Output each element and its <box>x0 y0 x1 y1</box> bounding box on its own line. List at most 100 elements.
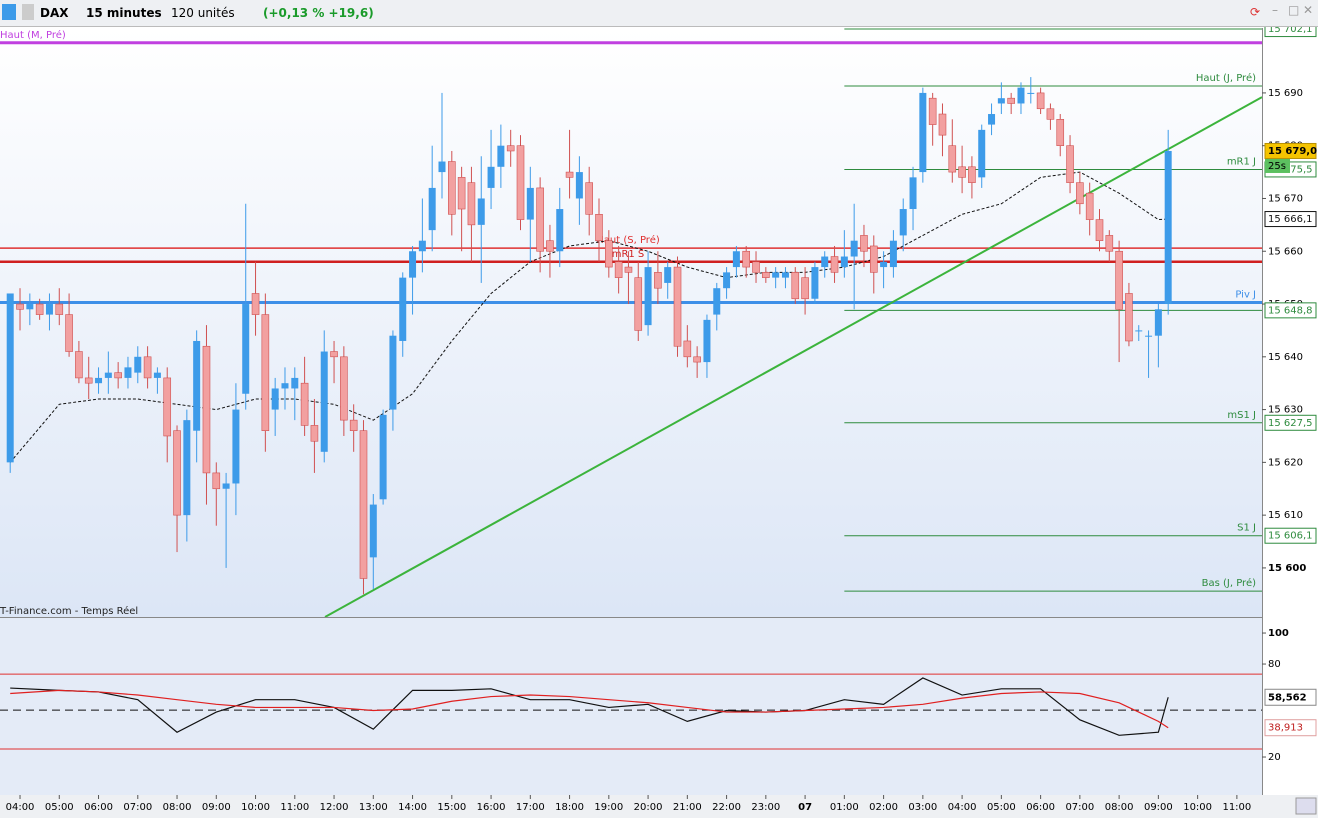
countdown: 25s <box>1268 161 1286 172</box>
x-tick-label: 04:00 <box>948 802 977 813</box>
candle-body <box>958 166 966 178</box>
price-box <box>1264 302 1317 319</box>
x-tick-label: 08:00 <box>1105 802 1134 813</box>
candle-body <box>183 420 191 516</box>
candle-body <box>438 161 446 173</box>
candle-body <box>1105 235 1114 252</box>
candle-body <box>781 272 789 278</box>
level-label: Bas (J, Pré) <box>1202 577 1256 589</box>
candle-body <box>585 182 593 215</box>
candle-body <box>281 383 289 389</box>
x-tick-label: 10:00 <box>241 802 270 813</box>
candle-body <box>232 409 240 484</box>
candle-body <box>899 209 907 236</box>
x-tick-label: 18:00 <box>555 802 584 813</box>
close[interactable]: ✕ <box>1303 3 1314 17</box>
y-tick-label: 15 600 <box>1268 563 1306 574</box>
indicator-bg <box>0 618 1262 795</box>
candle-body <box>389 335 397 410</box>
candle-body <box>840 256 848 268</box>
candle-body <box>928 97 937 125</box>
level-label: mR1 J <box>1227 156 1256 167</box>
candle-body <box>605 240 613 268</box>
x-tick-label: 16:00 <box>477 802 506 813</box>
candle-body <box>1027 92 1035 94</box>
price-box-label: 15 648,8 <box>1268 305 1313 316</box>
candle-body <box>546 240 554 252</box>
candle-body <box>251 293 260 315</box>
candle-body <box>575 172 583 199</box>
y-tick-label: 15 620 <box>1268 457 1303 468</box>
indicator-line <box>10 689 1169 729</box>
candle-body <box>614 261 623 278</box>
candle-body <box>300 382 309 426</box>
x-tick-label: 22:00 <box>712 802 741 813</box>
candle-body <box>173 430 181 516</box>
candle-body <box>95 377 103 384</box>
icon[interactable] <box>2 4 16 20</box>
candle-body <box>703 319 711 363</box>
candle-body <box>654 272 662 289</box>
candle-body <box>880 261 888 268</box>
x-tick-label: 09:00 <box>1144 802 1173 813</box>
watermark: T-Finance.com - Temps Réel <box>0 605 138 617</box>
x-tick-label: 14:00 <box>398 802 427 813</box>
timeframe[interactable]: 15 minutes <box>86 6 162 20</box>
candle-body <box>1046 108 1055 120</box>
candle-body <box>506 145 515 152</box>
candle-body <box>340 356 348 421</box>
candle-body <box>978 129 986 178</box>
y-tick-label: 15 640 <box>1268 352 1303 363</box>
candle-body <box>860 235 868 252</box>
candle-body <box>1056 119 1065 146</box>
indicator-line <box>10 677 1169 736</box>
candle-body <box>752 261 760 273</box>
icon[interactable] <box>22 4 34 20</box>
candle-body <box>526 187 534 220</box>
scroll-button[interactable] <box>1295 797 1317 815</box>
candle-body <box>948 145 957 173</box>
candle-body <box>487 166 495 188</box>
candle-body <box>467 182 476 226</box>
price-box-label: 15 627,5 <box>1268 418 1313 429</box>
candle-body <box>801 277 809 300</box>
candle-body <box>791 272 800 300</box>
minimize[interactable]: – <box>1272 3 1278 17</box>
candle-body <box>153 372 161 378</box>
candle-body <box>349 419 358 431</box>
value-box-label: 38,913 <box>1268 723 1303 734</box>
candle-body <box>938 113 947 136</box>
candle-body <box>271 388 279 410</box>
candle-body <box>713 288 721 315</box>
symbol[interactable]: DAX <box>40 6 69 20</box>
candle-body <box>595 214 603 241</box>
candle-body <box>742 250 751 268</box>
price-box <box>1264 527 1317 544</box>
candle-body <box>772 272 780 278</box>
candle-body <box>114 372 122 379</box>
candle-body <box>143 356 152 379</box>
toolbar: DAX 15 minutes 120 unités (+0,13 % +19,6… <box>0 0 1318 27</box>
price-box-label: 15 675,5 <box>1268 164 1313 175</box>
x-tick-label: 17:00 <box>516 802 545 813</box>
restore[interactable]: □ <box>1288 3 1300 17</box>
refresh[interactable]: ⟳ <box>1250 5 1261 19</box>
candle-body <box>673 266 682 347</box>
candle-body <box>104 372 112 378</box>
candle-body <box>664 267 672 283</box>
candle-body <box>457 177 466 210</box>
candle-body <box>516 145 525 220</box>
price-box <box>1264 414 1317 431</box>
x-tick-label: 11:00 <box>1222 802 1251 813</box>
price-box-label: 15 666,1 <box>1268 214 1313 225</box>
candle-body <box>869 245 878 273</box>
candle-body <box>830 256 839 273</box>
candle-body <box>1125 293 1133 342</box>
candle-body <box>75 351 83 379</box>
x-tick-label: 12:00 <box>320 802 349 813</box>
price-box <box>1264 211 1317 228</box>
units[interactable]: 120 unités <box>171 6 235 20</box>
candle-body <box>556 209 564 252</box>
